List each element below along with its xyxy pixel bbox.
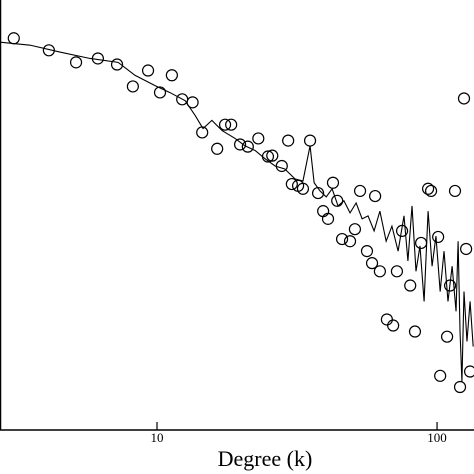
point: [7, 32, 20, 45]
point: [408, 325, 422, 338]
point: [233, 138, 247, 151]
point: [380, 313, 393, 326]
point: [369, 189, 382, 203]
point: [453, 380, 467, 394]
point: [343, 235, 357, 248]
point: [432, 230, 445, 244]
point: [165, 69, 178, 82]
point: [434, 369, 447, 382]
point: [348, 223, 362, 236]
point: [285, 177, 298, 191]
point: [353, 184, 367, 198]
point: [110, 58, 124, 71]
point: [211, 142, 224, 155]
point: [440, 330, 454, 343]
point: [404, 279, 417, 292]
point: [463, 365, 474, 378]
point: [241, 140, 254, 153]
point: [321, 212, 335, 225]
point: [225, 118, 238, 131]
x-tick-label: 100: [427, 430, 447, 445]
point: [126, 80, 139, 93]
point: [326, 176, 340, 189]
point: [69, 56, 83, 69]
point: [460, 242, 473, 256]
point: [335, 232, 349, 246]
line: [0, 41, 474, 382]
point: [218, 118, 232, 131]
point: [414, 236, 428, 250]
point: [457, 92, 471, 105]
point: [373, 265, 386, 278]
point: [387, 319, 400, 332]
point: [448, 184, 462, 198]
point: [141, 64, 155, 77]
point: [331, 194, 344, 207]
point: [303, 134, 317, 147]
point: [360, 245, 374, 258]
point: [317, 205, 330, 218]
point: [282, 134, 295, 147]
point: [252, 132, 265, 145]
x-axis-label: Degree (k): [218, 446, 313, 471]
point: [196, 126, 209, 139]
point: [186, 96, 199, 109]
point: [153, 86, 167, 99]
point: [296, 182, 310, 195]
point: [365, 257, 379, 270]
x-tick-label: 10: [151, 430, 164, 445]
point: [424, 184, 438, 198]
point: [390, 265, 404, 278]
point: [266, 149, 279, 162]
point: [421, 182, 435, 195]
